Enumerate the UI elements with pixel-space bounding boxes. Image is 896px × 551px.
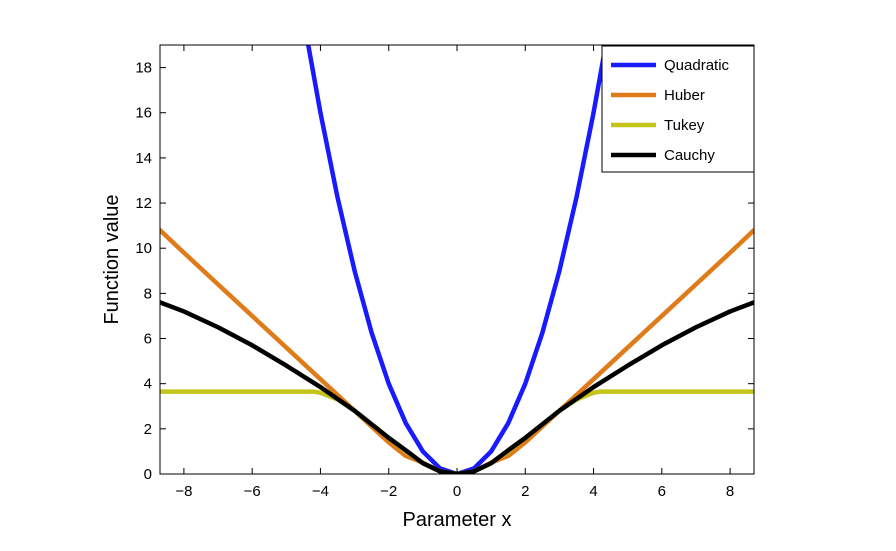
y-axis-label: Function value xyxy=(101,194,123,324)
legend-label-quadratic: Quadratic xyxy=(664,57,730,74)
x-tick-label: 4 xyxy=(589,483,597,500)
y-tick-label: 6 xyxy=(144,331,152,348)
x-tick-label: −2 xyxy=(380,483,397,500)
series-line-quadratic xyxy=(305,45,609,474)
x-axis-label: Parameter x xyxy=(403,509,512,531)
series-layer xyxy=(160,45,754,474)
x-tick-label: 6 xyxy=(658,483,666,500)
y-tick-label: 10 xyxy=(135,240,152,257)
y-tick-label: 18 xyxy=(135,60,152,77)
series-line-cauchy xyxy=(160,300,754,474)
x-tick-label: 8 xyxy=(726,483,734,500)
legend: Quadratic Huber Tukey Cauchy xyxy=(601,45,755,173)
x-tick-label: −8 xyxy=(175,483,192,500)
x-tick-label: −6 xyxy=(244,483,261,500)
axis-layer: −8 −6 −4 −2 0 2 4 6 8 0 2 4 6 8 10 12 14 16 18 xyxy=(135,45,754,500)
legend-label-huber: Huber xyxy=(664,87,705,104)
legend-label-cauchy: Cauchy xyxy=(664,147,715,164)
series-line-huber xyxy=(160,227,754,474)
y-tick-label: 14 xyxy=(135,150,152,167)
y-tick-label: 0 xyxy=(144,466,152,483)
y-tick-label: 8 xyxy=(144,285,152,302)
y-tick-label: 4 xyxy=(144,376,152,393)
y-tick-label: 16 xyxy=(135,105,152,122)
x-tick-label: 2 xyxy=(521,483,529,500)
x-tick-label: 0 xyxy=(453,483,461,500)
y-tick-label: 2 xyxy=(144,421,152,438)
y-tick-label: 12 xyxy=(135,195,152,212)
legend-label-tukey: Tukey xyxy=(664,117,705,134)
x-tick-label: −4 xyxy=(312,483,329,500)
